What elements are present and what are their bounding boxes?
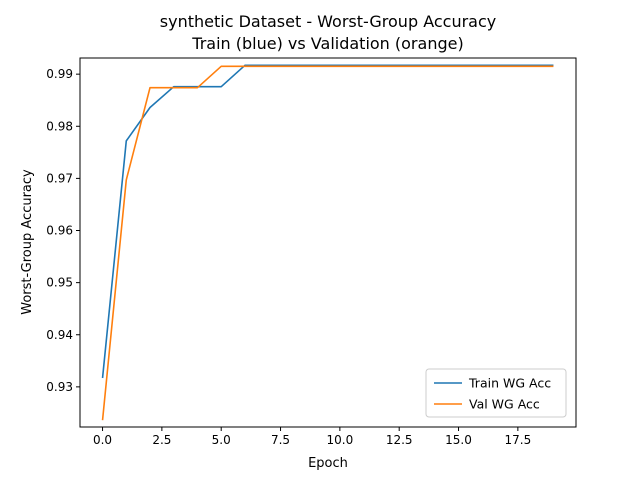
- x-tick-label: 15.0: [445, 433, 472, 447]
- x-tick-label: 12.5: [386, 433, 413, 447]
- chart-title-line1: synthetic Dataset - Worst-Group Accuracy: [160, 12, 496, 31]
- x-tick-label: 7.5: [271, 433, 290, 447]
- legend: Train WG Acc Val WG Acc: [425, 368, 567, 418]
- y-axis-ticks: 0.93 0.94 0.95 0.96 0.97 0.98 0.99: [46, 67, 80, 394]
- x-tick-label: 17.5: [504, 433, 531, 447]
- chart-title-line2: Train (blue) vs Validation (orange): [191, 34, 463, 53]
- series-group: [101, 64, 554, 421]
- plot-area: [79, 57, 577, 428]
- y-tick-label: 0.98: [46, 119, 73, 133]
- y-tick-label: 0.99: [46, 67, 73, 81]
- x-axis-label: Epoch: [308, 456, 348, 471]
- axes-frame: [79, 57, 577, 428]
- x-tick-label: 10.0: [327, 433, 354, 447]
- y-tick-label: 0.95: [46, 276, 73, 290]
- x-tick-label: 2.5: [152, 433, 171, 447]
- y-tick-label: 0.94: [46, 328, 73, 342]
- series-line-val: [101, 65, 554, 421]
- legend-label: Val WG Acc: [469, 397, 540, 412]
- legend-label: Train WG Acc: [468, 376, 551, 391]
- y-axis-label: Worst-Group Accuracy: [20, 169, 35, 315]
- y-tick-label: 0.93: [46, 380, 73, 394]
- legend-box: [425, 368, 567, 418]
- series-line-train: [101, 64, 554, 379]
- x-tick-label: 0.0: [93, 433, 112, 447]
- y-tick-label: 0.97: [46, 171, 73, 185]
- x-tick-label: 5.0: [212, 433, 231, 447]
- x-axis-ticks: 0.0 2.5 5.0 7.5 10.0 12.5 15.0 17.5: [93, 427, 531, 447]
- y-tick-label: 0.96: [46, 224, 73, 238]
